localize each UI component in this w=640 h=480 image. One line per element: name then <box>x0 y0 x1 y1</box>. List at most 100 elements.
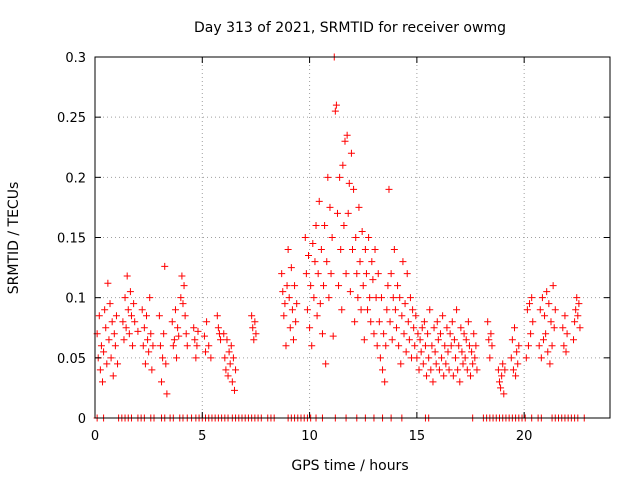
data-point <box>462 336 470 344</box>
data-point <box>381 378 389 386</box>
data-point <box>459 360 467 368</box>
data-point <box>400 330 408 338</box>
data-point <box>448 318 456 326</box>
data-point <box>168 318 176 326</box>
data-point <box>340 221 348 229</box>
data-point <box>361 246 369 254</box>
data-point <box>499 360 507 368</box>
data-point <box>341 137 349 145</box>
data-point <box>156 342 164 350</box>
chart-title: Day 313 of 2021, SRMTID for receiver owm… <box>194 20 506 36</box>
data-point <box>473 366 481 374</box>
data-point <box>571 318 579 326</box>
data-point <box>250 336 258 344</box>
data-point <box>343 131 351 139</box>
data-point <box>395 342 403 350</box>
data-point <box>112 312 120 320</box>
data-points <box>93 53 588 422</box>
data-point <box>311 258 319 266</box>
data-point <box>370 330 378 338</box>
data-point <box>467 372 475 380</box>
data-point <box>353 270 361 278</box>
data-point <box>562 348 570 356</box>
y-axis-label: SRMTID / TECUs <box>6 182 22 295</box>
data-point <box>429 378 437 386</box>
data-point <box>130 300 138 308</box>
data-point <box>149 342 157 350</box>
data-point <box>95 312 103 320</box>
data-point <box>120 336 128 344</box>
data-point <box>436 330 444 338</box>
y-tick-label: 0.2 <box>65 171 86 186</box>
data-point <box>227 342 235 350</box>
data-point <box>539 336 547 344</box>
data-point <box>384 282 392 290</box>
data-point <box>119 318 127 326</box>
data-point <box>105 336 113 344</box>
data-point <box>301 234 309 241</box>
data-point <box>181 312 189 320</box>
data-point <box>140 324 148 332</box>
data-point <box>207 354 215 362</box>
data-point <box>96 366 104 374</box>
data-point <box>494 366 502 374</box>
data-point <box>358 227 366 235</box>
axis-ticks: 0 0.05 0.1 0.15 0.2 0.25 0.3 0 5 10 15 20 <box>57 51 610 444</box>
data-point <box>284 246 292 254</box>
data-point <box>148 366 156 374</box>
data-point <box>169 342 177 350</box>
data-point <box>434 336 442 344</box>
data-point <box>220 330 228 338</box>
data-point <box>308 342 316 350</box>
data-point <box>336 173 344 181</box>
data-point <box>346 288 354 296</box>
data-point <box>228 378 236 386</box>
data-point <box>183 342 191 350</box>
data-point <box>213 312 221 320</box>
data-point <box>225 348 233 356</box>
data-point <box>230 386 238 394</box>
data-point <box>404 318 412 326</box>
data-point <box>409 306 417 314</box>
data-point <box>134 327 142 335</box>
data-point <box>292 318 300 326</box>
data-point <box>435 366 443 374</box>
data-point <box>457 324 465 332</box>
data-point <box>345 179 353 187</box>
data-point <box>141 360 149 368</box>
data-point <box>350 185 358 193</box>
data-point <box>455 342 463 350</box>
data-point <box>305 252 313 260</box>
data-point <box>439 312 447 320</box>
data-point <box>453 306 461 314</box>
data-point <box>147 330 155 338</box>
data-point <box>377 294 385 302</box>
data-point <box>192 354 200 362</box>
data-point <box>396 294 404 302</box>
data-point <box>103 360 111 368</box>
data-point <box>373 342 381 350</box>
data-point <box>129 342 137 350</box>
data-point <box>104 279 112 287</box>
data-point <box>155 312 163 320</box>
data-point <box>101 306 109 314</box>
data-point <box>362 270 370 278</box>
data-point <box>528 294 536 302</box>
data-point <box>287 264 295 272</box>
data-point <box>471 354 479 362</box>
data-point <box>356 258 364 266</box>
data-point <box>427 366 435 374</box>
data-point <box>545 300 553 308</box>
data-point <box>194 327 202 335</box>
data-point <box>561 312 569 320</box>
data-point <box>226 360 234 368</box>
data-point <box>285 294 293 302</box>
x-tick-label: 5 <box>198 429 206 444</box>
data-point <box>145 348 153 356</box>
data-point <box>303 306 311 314</box>
data-point <box>193 342 201 350</box>
data-point <box>575 300 583 308</box>
data-point <box>107 354 115 362</box>
data-point <box>438 354 446 362</box>
data-point <box>366 294 374 302</box>
